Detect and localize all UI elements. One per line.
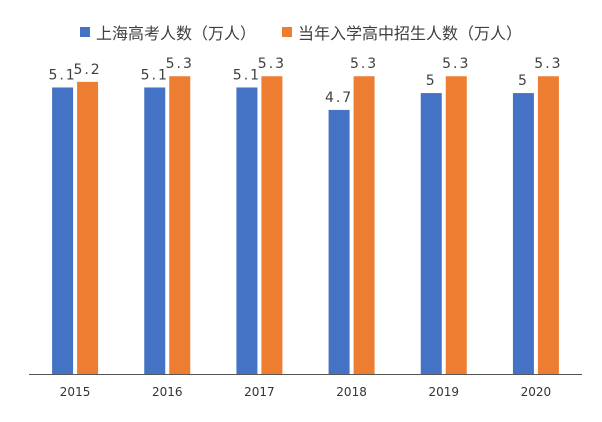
x-tick-label-2016: 2016 [152, 385, 183, 399]
bar-2018-series-1 [328, 109, 350, 374]
data-label-2019-series-1: 5 [426, 73, 437, 89]
x-tick-label-2015: 2015 [60, 385, 91, 399]
data-label-2015-series-1: 5.1 [48, 67, 76, 83]
data-label-2019-series-2: 5.3 [442, 56, 470, 72]
bar-2015-series-1 [52, 87, 74, 375]
data-label-2018-series-2: 5.3 [350, 56, 378, 72]
bar-2017-series-2 [261, 76, 283, 375]
bar-2015-series-2 [77, 81, 99, 374]
data-label-2018-series-1: 4.7 [325, 90, 353, 106]
bar-2020-series-1 [512, 93, 534, 374]
data-label-2020-series-1: 5 [518, 73, 529, 89]
bars-layer: 5.15.2 5.15.35.15.34.75.355.355.3 [48, 56, 562, 375]
x-tick-labels: 2015 2016 2017 2018 2019 2020 [60, 385, 551, 399]
bar-2017-series-1 [236, 87, 258, 375]
legend-label-series-2: 当年入学高中招生人数（万人） [298, 24, 523, 43]
legend-swatch-series-2 [282, 27, 292, 37]
data-label-2017-series-2: 5.3 [258, 56, 286, 72]
bar-2016-series-1 [144, 87, 166, 375]
x-tick-label-2020: 2020 [521, 385, 552, 399]
legend-swatch-series-1 [79, 27, 90, 37]
data-label-2016-series-2: 5.3 [166, 56, 194, 72]
bar-2019-series-2 [445, 76, 467, 375]
bar-2019-series-1 [420, 93, 442, 374]
bar-2018-series-2 [353, 76, 375, 375]
data-label-2020-series-2: 5.3 [534, 56, 562, 72]
data-label-2016-series-1: 5.1 [141, 67, 169, 83]
data-label-2017-series-1: 5.1 [233, 67, 261, 83]
x-tick-label-2017: 2017 [244, 385, 275, 399]
x-tick-label-2019: 2019 [428, 385, 459, 399]
legend-item-series-1: 上海高考人数（万人） [79, 20, 256, 44]
x-tick-label-2018: 2018 [336, 385, 367, 399]
bar-2016-series-2 [169, 76, 191, 375]
bar-2020-series-2 [537, 76, 559, 375]
chart-legend: 上海高考人数（万人） 当年入学高中招生人数（万人） [0, 20, 602, 44]
data-label-2015-series-2: 5.2 [73, 62, 101, 78]
legend-label-series-1: 上海高考人数（万人） [95, 24, 256, 43]
legend-item-series-2: 当年入学高中招生人数（万人） [282, 20, 522, 44]
